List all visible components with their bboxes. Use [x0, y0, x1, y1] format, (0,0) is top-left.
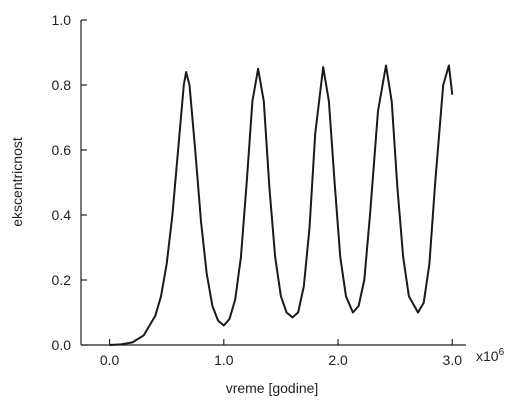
- data-line: [109, 64, 454, 346]
- y-tick-label: 0.2: [52, 272, 72, 288]
- x-tick-label: 0.0: [100, 352, 120, 368]
- y-tick-label: 0.0: [52, 337, 72, 353]
- x-tick-label: 2.0: [328, 352, 348, 368]
- x-multiplier: x106: [476, 347, 505, 364]
- y-tick-label: 1.0: [52, 12, 72, 28]
- y-tick-label: 0.4: [52, 207, 72, 223]
- y-axis-label: ekscentricnost: [9, 137, 25, 227]
- y-tick-label: 0.8: [52, 77, 72, 93]
- x-axis-label: vreme [godine]: [226, 380, 319, 396]
- y-tick-label: 0.6: [52, 142, 72, 158]
- x-tick-label: 1.0: [214, 352, 234, 368]
- x-tick-label: 3.0: [443, 352, 463, 368]
